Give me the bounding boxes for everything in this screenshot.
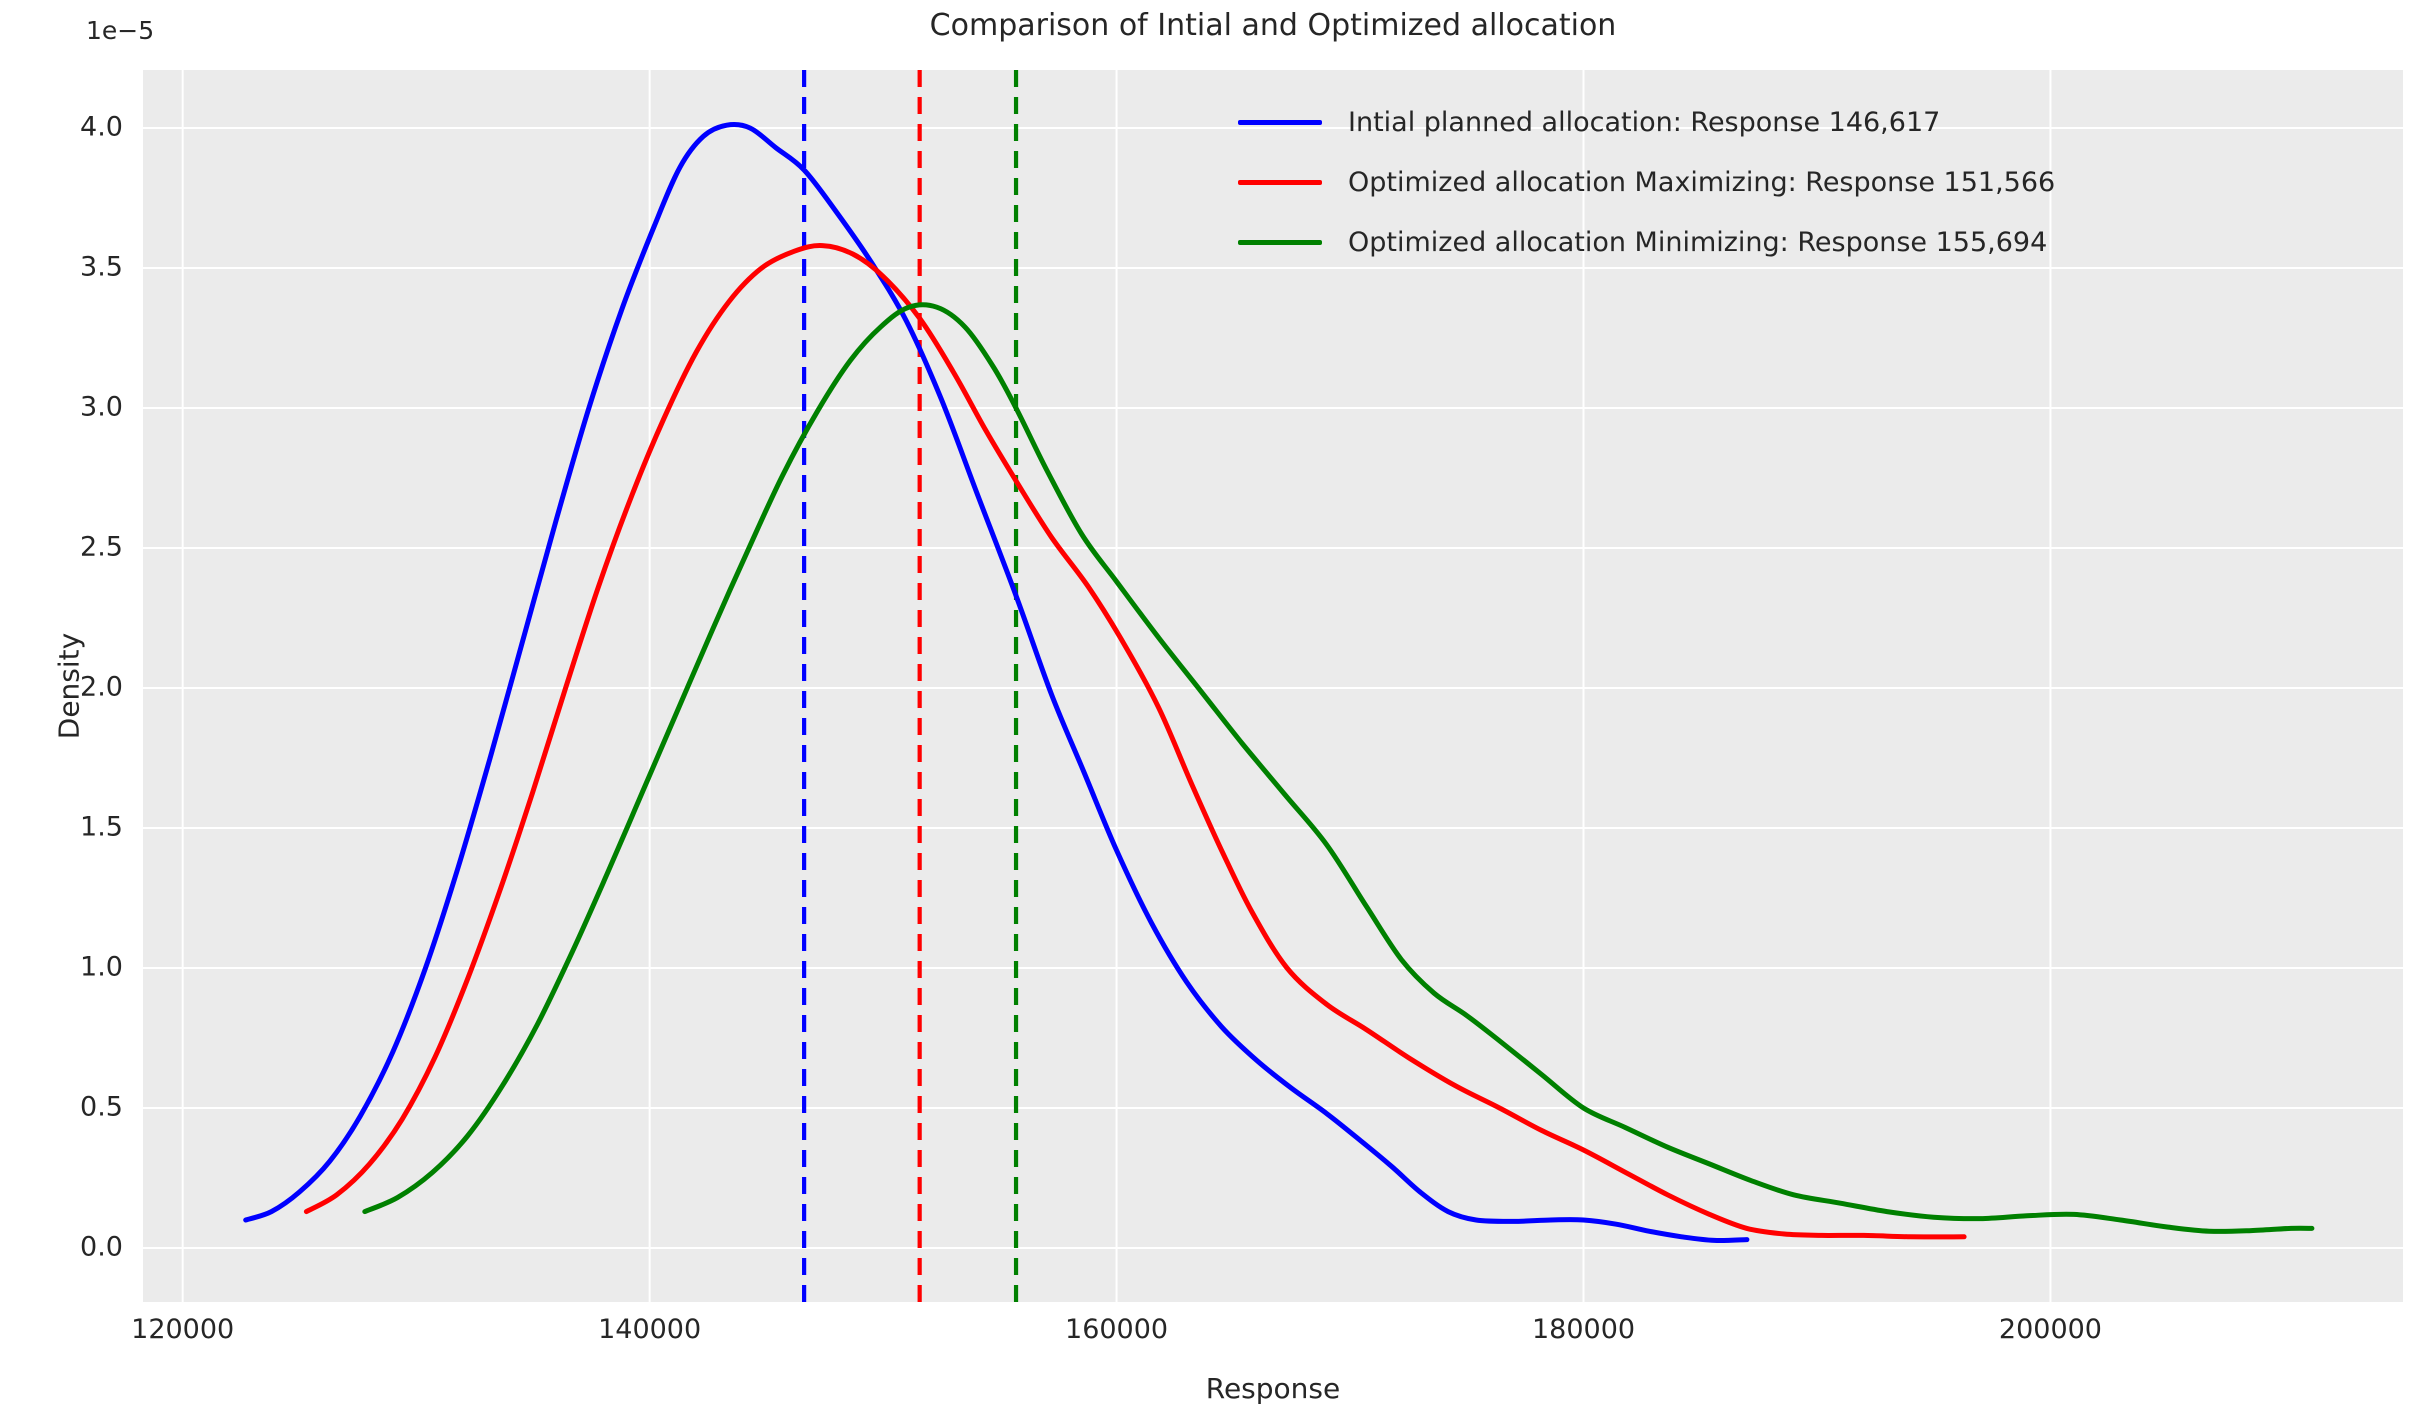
plot-panel xyxy=(143,70,2403,1302)
series-line-maximizing xyxy=(303,243,1967,1240)
x-tick-label: 180000 xyxy=(1531,1314,1636,1345)
legend-label: Optimized allocation Maximizing: Respons… xyxy=(1348,166,2056,198)
y-tick-label: 3.5 xyxy=(80,251,123,283)
y-tick-label: 0.5 xyxy=(80,1091,123,1123)
legend: Intial planned allocation: Response 146,… xyxy=(1238,92,2055,272)
y-tick-label: 2.5 xyxy=(80,531,123,563)
y-tick-label: 1.0 xyxy=(80,951,123,983)
legend-label: Optimized allocation Minimizing: Respons… xyxy=(1348,226,2048,258)
legend-line-swatch-green xyxy=(1238,239,1322,245)
y-tick-label: 3.0 xyxy=(80,391,123,423)
x-tick-label: 160000 xyxy=(1065,1314,1169,1345)
legend-line-swatch-red xyxy=(1238,179,1322,185)
series-line-initial xyxy=(243,121,1750,1244)
x-tick-label: 200000 xyxy=(1998,1314,2102,1345)
y-tick-label: 4.0 xyxy=(80,111,123,143)
y-tick-label: 1.5 xyxy=(80,811,123,843)
series-line-minimizing xyxy=(362,302,2315,1234)
legend-line-swatch-blue xyxy=(1238,119,1322,125)
legend-item: Optimized allocation Maximizing: Respons… xyxy=(1238,152,2055,212)
x-tick-label: 120000 xyxy=(131,1314,235,1345)
legend-label: Intial planned allocation: Response 146,… xyxy=(1348,106,1941,138)
legend-item: Intial planned allocation: Response 146,… xyxy=(1238,92,2055,152)
y-tick-label: 0.0 xyxy=(80,1231,123,1263)
chart-title: Comparison of Intial and Optimized alloc… xyxy=(929,8,1617,43)
legend-item: Optimized allocation Minimizing: Respons… xyxy=(1238,212,2055,272)
x-tick-label: 140000 xyxy=(598,1314,702,1345)
y-tick-label: 2.0 xyxy=(80,671,123,703)
y-axis-offset-text: 1e−5 xyxy=(86,16,155,45)
y-axis-label: Density xyxy=(52,632,86,740)
x-axis-label: Response xyxy=(1205,1372,1341,1405)
